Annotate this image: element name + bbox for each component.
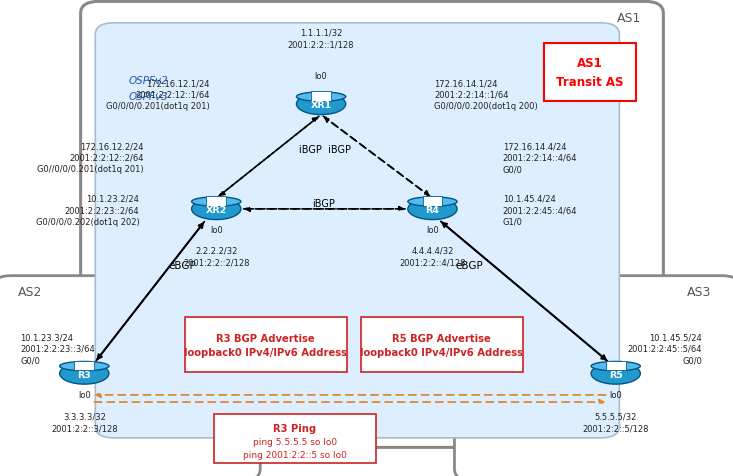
Text: R3 Ping: R3 Ping: [273, 423, 317, 433]
Ellipse shape: [59, 362, 109, 371]
Text: ping 5.5.5.5 so lo0
ping 2001:2:2::5 so lo0: ping 5.5.5.5 so lo0 ping 2001:2:2::5 so …: [243, 437, 347, 459]
FancyBboxPatch shape: [544, 44, 636, 101]
Ellipse shape: [296, 94, 346, 115]
FancyBboxPatch shape: [214, 414, 376, 463]
Text: R3 BGP Advertise
loopback0 IPv4/IPv6 Address: R3 BGP Advertise loopback0 IPv4/IPv6 Add…: [184, 333, 347, 357]
Ellipse shape: [59, 363, 109, 384]
Text: 10.1.45.4/24
2001:2:2:45::4/64
G1/0: 10.1.45.4/24 2001:2:2:45::4/64 G1/0: [503, 195, 578, 226]
Text: eBGP: eBGP: [455, 261, 483, 270]
Text: 2.2.2.2/32
2001:2:2::2/128: 2.2.2.2/32 2001:2:2::2/128: [183, 246, 249, 267]
Text: 5.5.5.5/32
2001:2:2::5/128: 5.5.5.5/32 2001:2:2::5/128: [583, 412, 649, 432]
Text: R5: R5: [609, 370, 622, 379]
Text: iBGP  iBGP: iBGP iBGP: [300, 145, 351, 155]
FancyBboxPatch shape: [185, 317, 347, 373]
Text: lo0: lo0: [609, 390, 622, 399]
Text: eBGP: eBGP: [168, 261, 196, 270]
Text: 172.16.12.1/24
2001:2:2:12::1/64
G0/0/0/0.201(dot1q 201): 172.16.12.1/24 2001:2:2:12::1/64 G0/0/0/…: [106, 79, 210, 111]
Text: 10.1.23.3/24
2001:2:2:23::3/64
G0/0: 10.1.23.3/24 2001:2:2:23::3/64 G0/0: [21, 333, 95, 364]
Ellipse shape: [296, 93, 346, 102]
Text: 172.16.12.2/24
2001:2:2:12::2/64
G0//0/0/0.201(dot1q 201): 172.16.12.2/24 2001:2:2:12::2/64 G0//0/0…: [37, 142, 144, 174]
Ellipse shape: [591, 363, 641, 384]
Ellipse shape: [191, 199, 241, 220]
FancyBboxPatch shape: [206, 197, 226, 206]
FancyBboxPatch shape: [81, 2, 663, 447]
Text: 4.4.4.4/32
2001:2:2::4/128: 4.4.4.4/32 2001:2:2::4/128: [399, 246, 465, 267]
Text: 1.1.1.1/32
2001:2:2::1/128: 1.1.1.1/32 2001:2:2::1/128: [288, 29, 354, 49]
Ellipse shape: [408, 198, 457, 207]
Text: 10.1.23.2/24
2001:2:2:23::2/64
G0/0/0/0.202(dot1q 202): 10.1.23.2/24 2001:2:2:23::2/64 G0/0/0/0.…: [35, 195, 139, 226]
Text: AS1
Transit AS: AS1 Transit AS: [556, 57, 624, 89]
Ellipse shape: [191, 198, 241, 207]
Text: R5 BGP Advertise
loopback0 IPv4/IPv6 Address: R5 BGP Advertise loopback0 IPv4/IPv6 Add…: [360, 333, 523, 357]
Ellipse shape: [591, 362, 641, 371]
FancyBboxPatch shape: [0, 276, 260, 476]
Text: lo0: lo0: [314, 72, 328, 81]
Text: iBGP: iBGP: [312, 198, 336, 208]
Text: 172.16.14.1/24
2001:2:2:14::1/64
G0/0/0/0.200(dot1q 200): 172.16.14.1/24 2001:2:2:14::1/64 G0/0/0/…: [434, 79, 538, 111]
FancyBboxPatch shape: [422, 197, 443, 206]
FancyBboxPatch shape: [95, 24, 619, 438]
Text: lo0: lo0: [210, 225, 223, 234]
FancyBboxPatch shape: [74, 361, 95, 370]
Text: 3.3.3.3/32
2001:2:2::3/128: 3.3.3.3/32 2001:2:2::3/128: [51, 412, 117, 432]
Text: lo0: lo0: [78, 390, 91, 399]
Text: lo0: lo0: [426, 225, 439, 234]
FancyBboxPatch shape: [311, 92, 331, 101]
Text: OSPFv2
OSPFv3: OSPFv2 OSPFv3: [128, 76, 168, 102]
FancyBboxPatch shape: [454, 276, 733, 476]
Text: XR1: XR1: [311, 101, 331, 110]
Text: AS1: AS1: [617, 12, 641, 25]
Text: R3: R3: [78, 370, 91, 379]
Text: 10.1.45.5/24
2001:2:2:45::5/64
G0/0: 10.1.45.5/24 2001:2:2:45::5/64 G0/0: [627, 333, 702, 364]
Text: XR2: XR2: [206, 206, 226, 215]
Text: AS3: AS3: [687, 286, 711, 298]
Text: AS2: AS2: [18, 286, 43, 298]
Text: 172.16.14.4/24
2001:2:2:14::4/64
G0/0: 172.16.14.4/24 2001:2:2:14::4/64 G0/0: [503, 142, 578, 174]
Text: R4: R4: [426, 206, 439, 215]
Ellipse shape: [408, 199, 457, 220]
FancyBboxPatch shape: [361, 317, 523, 373]
FancyBboxPatch shape: [605, 361, 626, 370]
